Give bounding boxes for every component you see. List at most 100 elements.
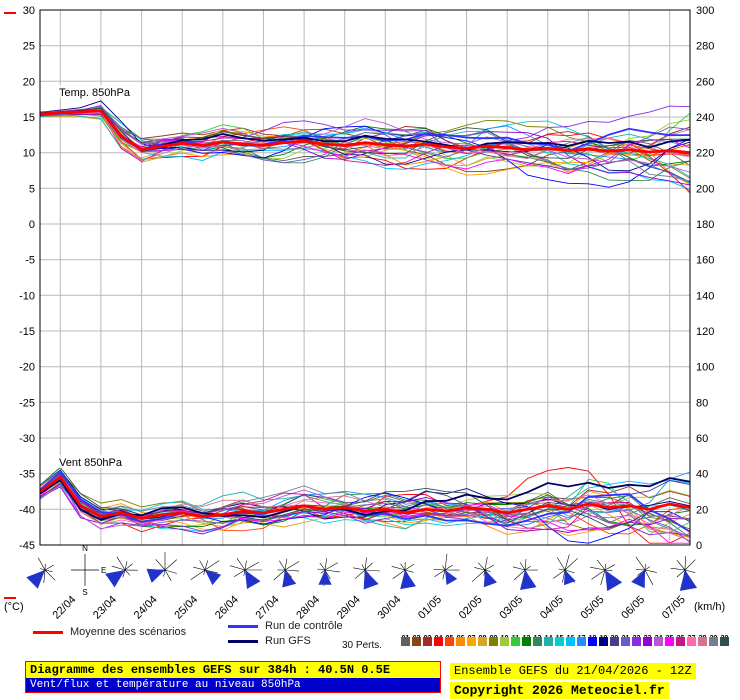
pert-color-swatch — [698, 637, 707, 646]
legend-gfs-label: Run GFS — [265, 635, 311, 647]
footer-title-box: Diagramme des ensembles GEFS sur 384h : … — [25, 661, 441, 693]
pert-color-swatch — [544, 637, 553, 646]
svg-text:20: 20 — [696, 504, 708, 516]
svg-text:280: 280 — [696, 41, 714, 53]
pert-color-swatch — [423, 637, 432, 646]
pert-color-swatch — [632, 637, 641, 646]
pert-color-swatch — [566, 637, 575, 646]
svg-text:Temp. 850hPa: Temp. 850hPa — [59, 87, 131, 99]
pert-color-swatch — [434, 637, 443, 646]
pert-color-swatch — [720, 637, 729, 646]
pert-color-swatch — [610, 637, 619, 646]
svg-text:10: 10 — [23, 148, 35, 160]
pert-color-swatch — [599, 637, 608, 646]
svg-text:-30: -30 — [19, 433, 35, 445]
pert-color-swatch — [511, 637, 520, 646]
svg-text:0: 0 — [29, 219, 35, 231]
svg-text:-10: -10 — [19, 290, 35, 302]
svg-text:27/04: 27/04 — [254, 594, 282, 622]
chart-subtitle: Vent/flux et température au niveau 850hP… — [26, 678, 440, 692]
svg-text:180: 180 — [696, 219, 714, 231]
svg-text:140: 140 — [696, 290, 714, 302]
svg-text:04/05: 04/05 — [538, 594, 566, 622]
pert-color-swatch — [533, 637, 542, 646]
svg-text:25: 25 — [23, 41, 35, 53]
svg-text:22/04: 22/04 — [50, 594, 78, 622]
legend-gfs-run: Run GFS — [228, 635, 311, 647]
svg-text:E: E — [101, 566, 106, 575]
svg-text:5: 5 — [29, 183, 35, 195]
svg-text:(°C): (°C) — [4, 601, 24, 613]
svg-text:N: N — [82, 544, 88, 553]
footer-run-box: Ensemble GEFS du 21/04/2026 - 12Z Copyri… — [450, 661, 696, 699]
svg-text:-40: -40 — [19, 504, 35, 516]
legend-mean-label: Moyenne des scénarios — [70, 626, 187, 638]
svg-text:-5: -5 — [25, 255, 35, 267]
svg-text:200: 200 — [696, 183, 714, 195]
svg-text:40: 40 — [696, 469, 708, 481]
perturbations-label: 30 Perts. — [342, 640, 383, 651]
chart-title: Diagramme des ensembles GEFS sur 384h : … — [26, 662, 440, 678]
svg-text:05/05: 05/05 — [579, 594, 607, 622]
control-line-sample — [228, 624, 258, 628]
pert-color-swatch — [478, 637, 487, 646]
svg-text:26/04: 26/04 — [213, 594, 241, 622]
pert-squares — [400, 637, 730, 646]
svg-text:25/04: 25/04 — [172, 594, 200, 622]
svg-text:Vent 850hPa: Vent 850hPa — [59, 457, 123, 469]
svg-text:28/04: 28/04 — [294, 594, 322, 622]
svg-text:300: 300 — [696, 5, 714, 17]
svg-text:260: 260 — [696, 76, 714, 88]
svg-text:-25: -25 — [19, 397, 35, 409]
svg-text:-45: -45 — [19, 540, 35, 552]
legend-control-run: Run de contrôle — [228, 620, 343, 632]
svg-text:S: S — [82, 588, 87, 597]
legend-control-label: Run de contrôle — [265, 620, 343, 632]
svg-text:80: 80 — [696, 397, 708, 409]
svg-text:29/04: 29/04 — [335, 594, 363, 622]
pert-color-swatch — [643, 637, 652, 646]
pert-color-swatch — [687, 637, 696, 646]
pert-color-swatch — [467, 637, 476, 646]
svg-text:60: 60 — [696, 433, 708, 445]
svg-text:07/05: 07/05 — [660, 594, 688, 622]
pert-color-swatch — [665, 637, 674, 646]
mean-line-sample — [33, 630, 63, 634]
svg-text:03/05: 03/05 — [497, 594, 525, 622]
pert-color-swatch — [412, 637, 421, 646]
svg-text:-35: -35 — [19, 469, 35, 481]
svg-text:0: 0 — [696, 540, 702, 552]
pert-color-swatch — [676, 637, 685, 646]
pert-color-swatch — [709, 637, 718, 646]
svg-text:-15: -15 — [19, 326, 35, 338]
pert-color-swatch — [654, 637, 663, 646]
pert-color-swatch — [401, 637, 410, 646]
svg-text:120: 120 — [696, 326, 714, 338]
copyright: Copyright 2026 Meteociel.fr — [450, 682, 669, 699]
pert-color-swatch — [500, 637, 509, 646]
svg-text:(km/h): (km/h) — [694, 601, 725, 613]
svg-text:-20: -20 — [19, 362, 35, 374]
svg-text:160: 160 — [696, 255, 714, 267]
pert-color-swatch — [522, 637, 531, 646]
pert-color-swatch — [456, 637, 465, 646]
pert-color-swatch — [577, 637, 586, 646]
pert-color-swatch — [445, 637, 454, 646]
svg-text:20: 20 — [23, 76, 35, 88]
svg-text:100: 100 — [696, 362, 714, 374]
pert-color-swatch — [621, 637, 630, 646]
svg-text:240: 240 — [696, 112, 714, 124]
pert-color-swatch — [588, 637, 597, 646]
svg-text:23/04: 23/04 — [91, 594, 119, 622]
run-info: Ensemble GEFS du 21/04/2026 - 12Z — [450, 663, 696, 679]
svg-text:01/05: 01/05 — [416, 594, 444, 622]
svg-text:02/05: 02/05 — [457, 594, 485, 622]
pert-color-swatch — [555, 637, 564, 646]
svg-text:30: 30 — [23, 5, 35, 17]
legend-mean: Moyenne des scénarios — [33, 626, 186, 638]
svg-text:30/04: 30/04 — [375, 594, 403, 622]
svg-text:220: 220 — [696, 148, 714, 160]
ensemble-chart: 30 25 20 15 10 5 0 -5 -10 -15 -20 -25 -30 -35 -40 -45 30… — [4, 5, 725, 622]
svg-text:15: 15 — [23, 112, 35, 124]
svg-text:24/04: 24/04 — [132, 594, 160, 622]
